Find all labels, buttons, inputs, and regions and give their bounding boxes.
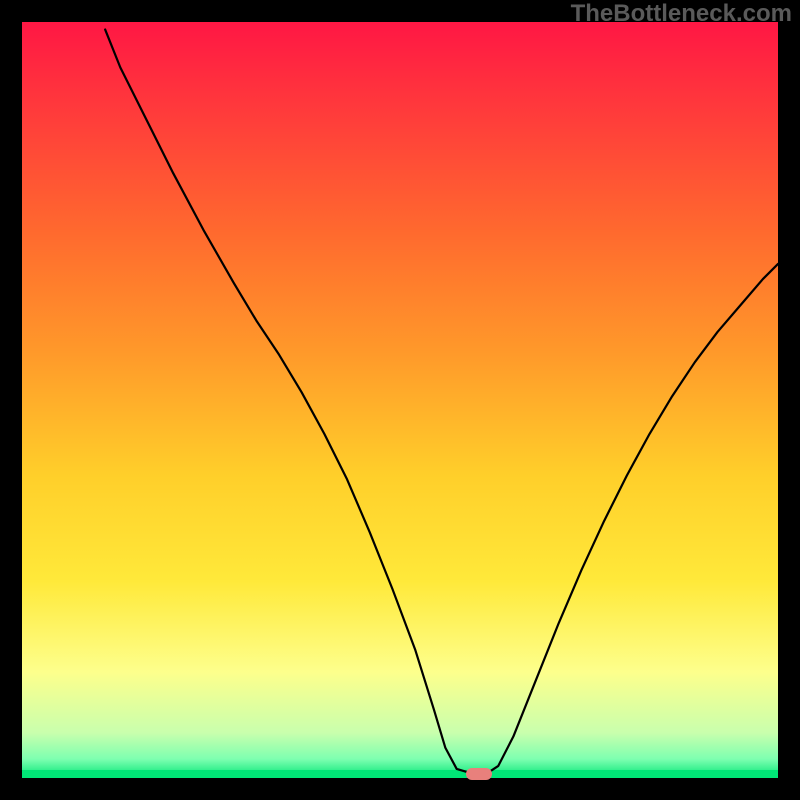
plot-area: [22, 22, 778, 778]
optimum-marker: [466, 768, 492, 780]
watermark-text: TheBottleneck.com: [571, 0, 792, 28]
bottleneck-curve: [105, 30, 778, 774]
curve-svg: [22, 22, 778, 778]
chart-canvas: TheBottleneck.com: [0, 0, 800, 800]
